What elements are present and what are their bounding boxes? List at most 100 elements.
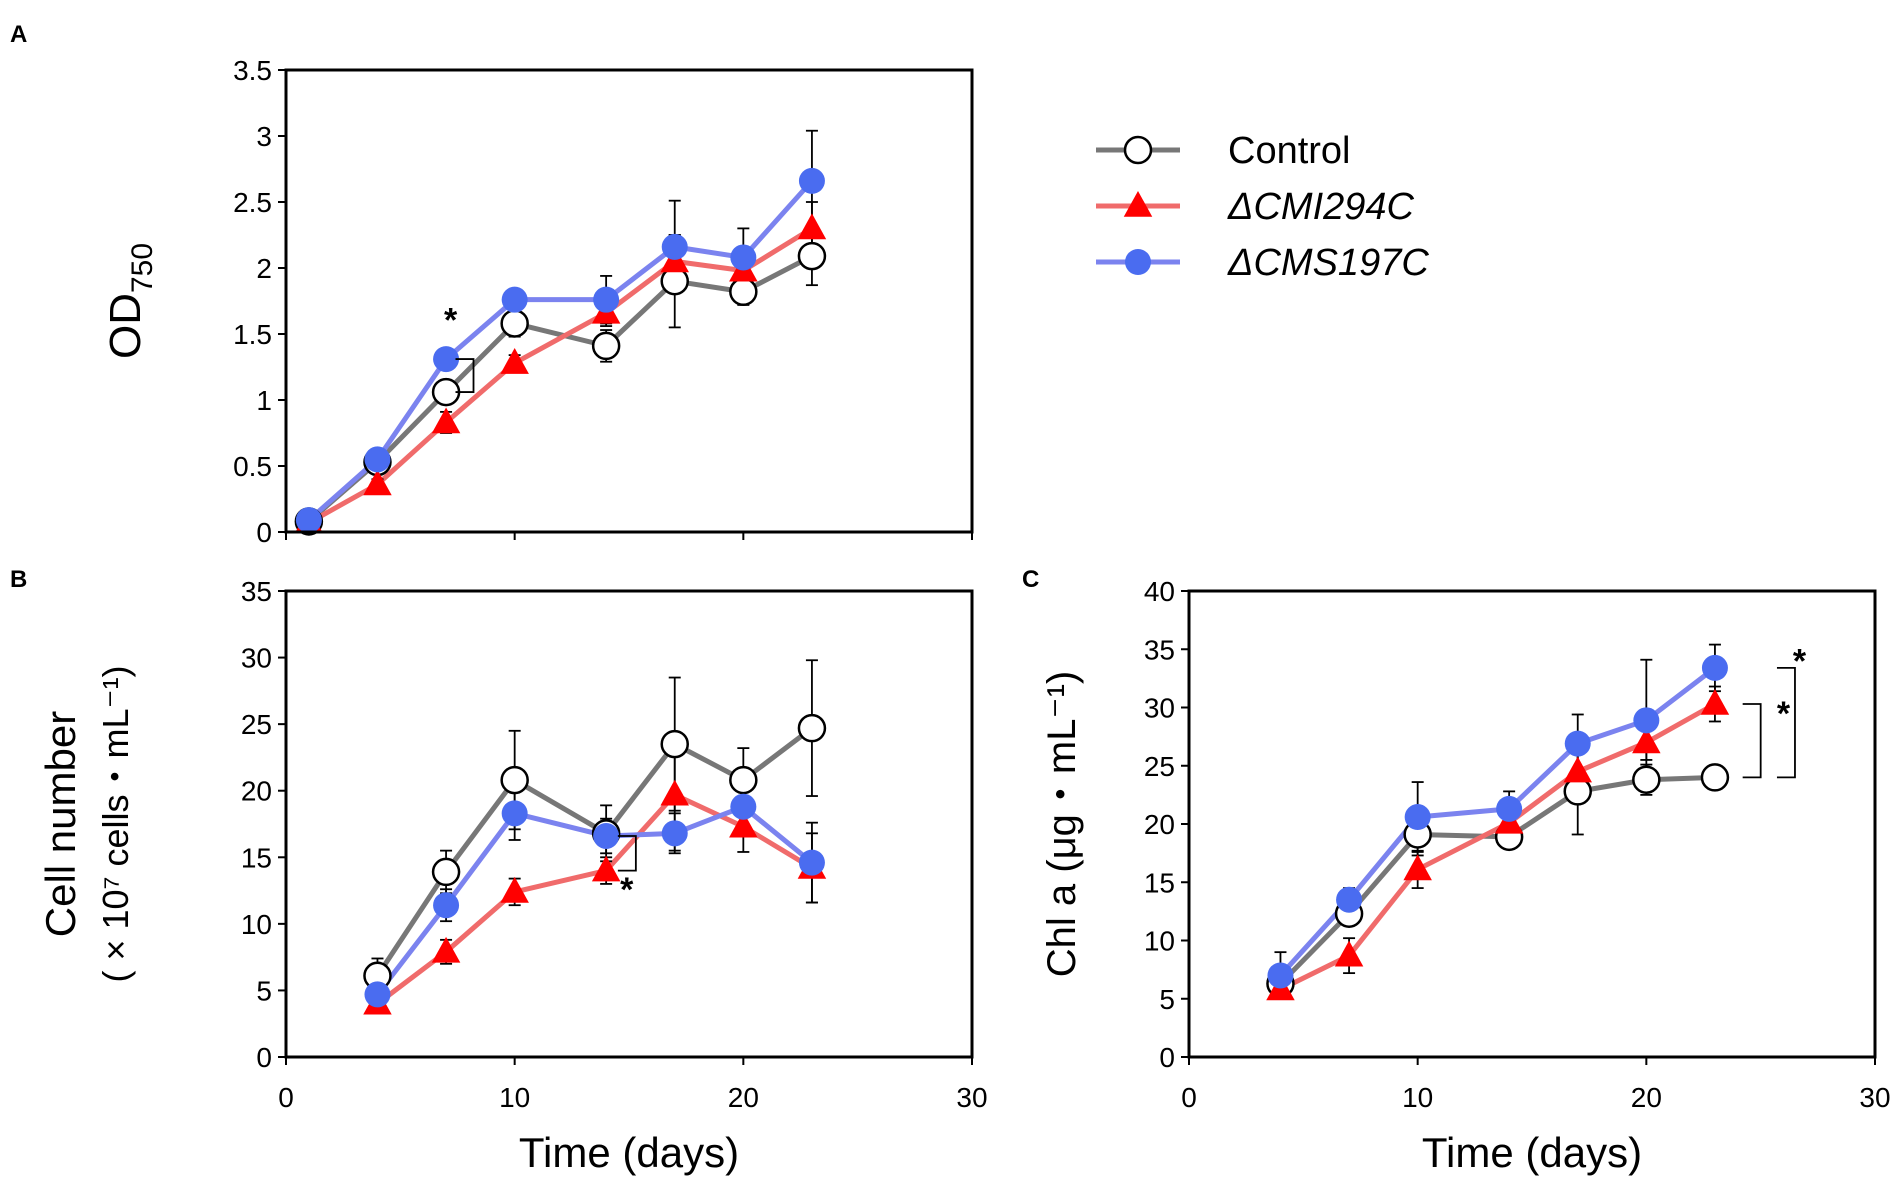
legend-label-control: Control [1228,130,1351,172]
panel-a-point-cmi-1 [363,469,392,496]
panel-c-bracket-1 [1776,666,1796,779]
panel-c-point-cmi-1 [1334,940,1364,967]
panel-b-ytick-label-6: 30 [241,643,272,674]
legend-label-cms: ΔCMS197C [1227,242,1429,284]
panel-b-xtick-label-1: 10 [499,1082,530,1113]
panel-c-xtick-label-3: 30 [1859,1082,1890,1113]
panel-c-ytick-label-6: 30 [1144,693,1175,724]
panel-c-significance-1: * [1793,643,1807,681]
panel-a-ylabel-sub: 750 [126,243,159,293]
panel-c-point-cms-1 [1336,886,1363,913]
panel-b-point-cms-5 [730,793,757,820]
panel-label-b: B [10,566,27,593]
panel-a-point-control-7 [797,241,827,271]
panel-b-xtick-label-0: 0 [278,1082,294,1113]
panel-b-bracket-0 [617,835,637,872]
panel-b-significance-0: * [620,871,634,909]
panel-c-ytick-label-4: 20 [1144,809,1175,840]
panel-a-point-cms-1 [364,446,391,473]
panel-a-point-cms-2 [433,346,460,373]
panel-b-point-control-5 [729,765,758,795]
panel-a-ytick-label-2: 1 [256,385,272,416]
panel-c-xtick-label-1: 10 [1402,1082,1433,1113]
panel-a-point-cms-6 [730,244,757,271]
panel-b-ytick-label-4: 20 [241,776,272,807]
panel-a-frame [284,68,974,534]
panel-c-significance-0: * [1777,695,1791,733]
panel-b-point-cmi-3 [591,855,621,882]
panel-c-ytick-label-1: 5 [1159,984,1175,1015]
panel-c-ytick-label-3: 15 [1144,867,1175,898]
panel-b-point-cms-0 [364,981,391,1008]
panel-c-ytick-label-5: 25 [1144,751,1175,782]
panel-a-point-control-2 [431,377,461,407]
panel-c-point-cms-6 [1701,654,1728,681]
panel-c-point-control-5 [1632,765,1661,794]
legend-label-cmi: ΔCMI294C [1227,186,1415,228]
panel-b-point-cmi-2 [500,876,529,903]
panel-c-ytick-label-0: 0 [1159,1042,1175,1073]
panel-b-ylabel: Cell number [37,711,84,937]
panel-label-c: C [1022,566,1039,593]
panel-a-point-cms-0 [295,507,322,534]
panel-c-point-cms-3 [1496,795,1523,822]
panel-b: B 0 5 10 15 20 25 30 35 0 10 20 30 Time (days) Cell n… [10,566,988,1176]
panel-c-xtick-label-0: 0 [1181,1082,1197,1113]
panel-b-ylabel-units: ( × 10⁷ cells・mL⁻¹) [95,665,136,982]
legend-item-control: Control [1096,130,1351,172]
panel-a-ytick-label-4: 2 [256,253,272,284]
panel-a-point-cmi-2 [431,407,461,434]
panel-c-ytick-label-7: 35 [1144,634,1175,665]
panel-b-point-cmi-1 [431,936,461,963]
panel-b-point-cms-2 [501,800,528,827]
panel-a-point-cms-3 [501,286,528,313]
panel-a-significance-0: * [444,301,458,339]
panel-b-ytick-label-3: 15 [241,842,272,873]
panel-a-bracket-0 [455,358,475,393]
panel-b-point-cmi-5 [729,811,758,838]
panel-a-ytick-label-6: 3 [256,121,272,152]
panel-b-ytick-label-7: 35 [241,576,272,607]
panel-a-point-cmi-3 [500,348,529,374]
panel-c-ylabel: Chl a (μg・mL⁻¹) [1040,671,1084,977]
panel-c-frame [1187,589,1877,1059]
panel-a-point-cmi-7 [797,213,827,240]
panel-c-point-cmi-2 [1403,854,1432,881]
panel-a-ytick-label-1: 0.5 [233,451,272,482]
panel-b-point-cmi-4 [660,779,689,806]
panel-b-point-cms-4 [661,820,688,847]
panel-a-point-control-4 [591,331,621,361]
panel-c: C 0 5 10 15 20 25 30 35 40 0 10 20 30 Time (days) Chl … [1022,566,1891,1176]
panel-c-ytick-label-2: 10 [1144,926,1175,957]
panel-a-point-cms-4 [593,286,620,313]
panel-a-ytick-label-0: 0 [256,517,272,548]
panel-c-xtick-label-2: 20 [1631,1082,1662,1113]
panel-c-point-control-6 [1700,763,1730,792]
panel-c-point-cms-2 [1404,804,1431,831]
panel-b-ytick-label-1: 5 [256,975,272,1006]
panel-b-ytick-label-0: 0 [256,1042,272,1073]
panel-a-ytick-label-7: 3.5 [233,55,272,86]
panel-b-xtick-label-2: 20 [728,1082,759,1113]
panel-b-ytick-label-5: 25 [241,709,272,740]
panel-a-line-cmi [307,226,814,525]
panel-c-point-cms-4 [1564,730,1591,757]
panel-b-xlabel: Time (days) [519,1129,739,1176]
panel-a-point-cms-7 [798,167,825,194]
panel-b-point-control-6 [797,713,827,743]
panel-a-ytick-label-5: 2.5 [233,187,272,218]
panel-label-a: A [10,21,27,48]
panel-c-ytick-label-8: 40 [1144,576,1175,607]
panel-c-point-cmi-5 [1632,727,1661,754]
legend-marker-cms [1125,249,1151,275]
legend: Control ΔCMI294C ΔCMS197C [1096,130,1429,284]
panel-a-ylabel: OD750 [101,243,159,359]
panel-b-point-cms-1 [433,892,460,919]
legend-marker-cmi [1123,191,1153,217]
panel-a-ytick-label-3: 1.5 [233,319,272,350]
legend-item-cmi: ΔCMI294C [1096,186,1415,228]
panel-b-ytick-label-2: 10 [241,909,272,940]
panel-a-point-cms-5 [661,233,688,260]
panel-b-point-cms-6 [798,849,825,876]
